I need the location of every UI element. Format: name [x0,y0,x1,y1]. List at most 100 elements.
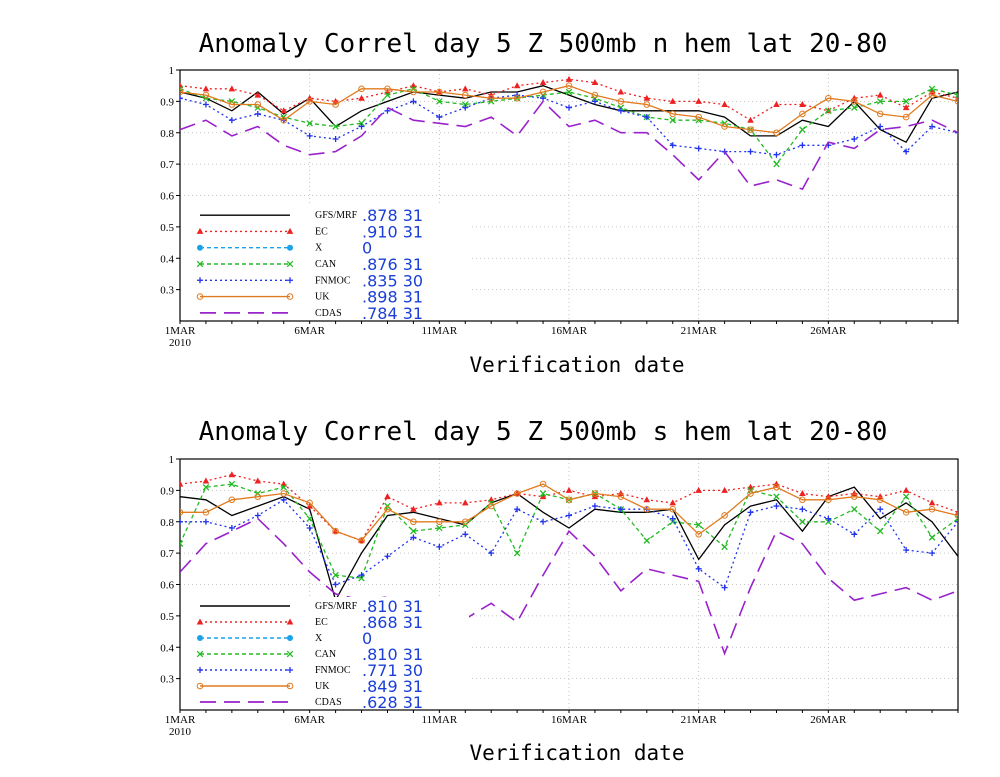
x-tick-label: 6MAR [294,325,325,337]
legend-marker-uk [286,293,294,300]
data-point-ec [461,499,469,506]
legend-stat-can: .876 31 [362,255,423,274]
data-point-fnmoc [462,104,469,111]
legend-marker-can [196,260,204,268]
data-point-ec [928,499,936,506]
data-point-can [773,493,780,500]
data-point-can [358,574,365,582]
data-point-uk [332,101,339,108]
data-point-fnmoc [332,136,339,143]
data-point-uk [461,518,469,526]
data-point-can [695,521,702,529]
y-tick-label: 0.9 [160,96,174,108]
data-point-fnmoc [384,553,391,560]
data-point-fnmoc [514,506,521,513]
legend-marker-ec [196,618,204,625]
data-point-fnmoc [695,565,702,572]
y-tick-label: 0.4 [160,642,174,654]
data-point-can [669,116,676,124]
series-line-cdas [180,100,958,191]
data-point-fnmoc [488,550,495,557]
data-point-uk [436,518,443,526]
data-point-uk [825,496,832,504]
data-point-can [539,490,547,497]
data-point-uk [591,490,599,497]
series-group [180,75,958,191]
data-point-can [851,505,858,513]
data-point-uk [280,116,288,124]
data-point-uk [202,509,210,516]
data-point-ec [902,104,910,111]
data-point-ec [747,116,754,123]
legend-stat-gfs-mrf: .878 31 [362,206,423,225]
legend-stat-x: 0 [362,629,372,648]
y-tick-label: 0.7 [160,159,174,171]
data-point-can [825,107,832,115]
legend-stat-uk: .898 31 [362,288,423,307]
data-point-uk [876,496,884,504]
data-point-uk [487,502,495,510]
data-point-can [876,98,884,105]
data-point-uk [436,88,443,96]
data-point-can [306,515,313,522]
data-point-uk [747,490,754,497]
data-point-fnmoc [903,546,910,553]
data-point-uk [695,113,702,121]
data-point-fnmoc [591,503,598,510]
x-tick-label: 1MAR [165,325,196,337]
data-point-can [384,91,391,99]
data-point-uk [669,505,677,513]
legend: GFS/MRF .810 31 EC .868 31 X 0 CAN .810 31 FNMOC… [182,597,469,712]
data-point-fnmoc [384,107,391,114]
data-point-fnmoc [540,518,547,525]
data-point-ec [384,493,391,500]
data-point-ec [721,101,728,108]
data-point-fnmoc [462,531,469,538]
legend-marker-x [197,244,203,251]
data-point-uk [384,505,391,513]
y-tick-label: 0.9 [160,485,174,497]
legend-marker-ec [286,618,294,625]
legend-marker-uk [196,293,204,300]
x-tick-label: 1MAR [165,714,196,726]
series-line-uk [180,483,958,542]
data-point-uk [202,91,210,99]
data-point-ec [436,499,443,506]
data-point-uk [617,98,625,105]
data-point-ec [358,94,365,101]
data-point-uk [695,531,702,538]
data-point-uk [358,537,365,544]
data-point-uk [539,480,547,488]
data-point-fnmoc [799,506,806,513]
data-point-uk [721,123,728,130]
data-point-can [876,527,884,535]
data-point-fnmoc [851,136,858,143]
data-point-ec [721,486,728,493]
data-point-uk [876,110,884,118]
data-point-ec [902,486,910,493]
data-point-can [180,85,184,93]
legend-name-ec: EC [315,226,328,237]
legend-name-fnmoc: FNMOC [315,275,351,286]
legend-name-fnmoc: FNMOC [315,665,351,676]
data-point-ec [461,85,469,92]
data-point-uk [954,512,958,519]
data-point-uk [747,126,754,133]
x-tick-label: 26MAR [810,325,847,337]
legend-box [182,206,469,320]
data-point-can [928,534,936,541]
legend-stat-can: .810 31 [362,645,423,664]
x-tick-label: 21MAR [681,325,718,337]
data-point-can [954,91,958,99]
data-point-fnmoc [903,148,910,155]
x-tick-label: 26MAR [810,714,847,726]
data-point-uk [513,490,521,497]
data-point-fnmoc [747,148,754,155]
y-tick-label: 1 [169,454,175,466]
data-point-ec [876,91,884,98]
data-point-uk [228,101,236,108]
data-point-fnmoc [721,584,728,591]
x-tick-label: 11MAR [422,714,458,726]
legend-name-ec: EC [315,617,328,628]
